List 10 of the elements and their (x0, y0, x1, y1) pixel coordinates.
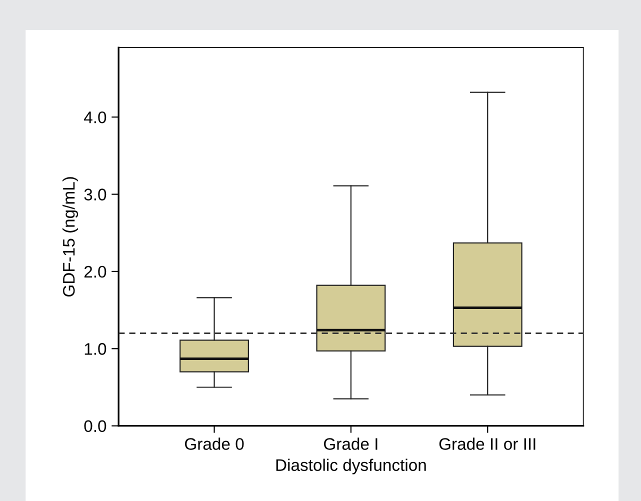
y-tick-label: 3.0 (84, 188, 106, 200)
y-axis-title: GDF-15 (ng/mL) (62, 177, 78, 297)
x-tick-label: Grade 0 (184, 438, 244, 450)
y-tick-label: 2.0 (84, 266, 106, 278)
y-tick-label: 1.0 (84, 343, 106, 355)
y-tick-label: 4.0 (84, 111, 106, 124)
x-axis-title: Diastolic dysfunction (276, 458, 426, 474)
y-tick-label: 0.0 (84, 420, 106, 432)
x-tick-label: Grade I (324, 438, 378, 450)
x-tick-label: Grade II or III (439, 438, 536, 450)
